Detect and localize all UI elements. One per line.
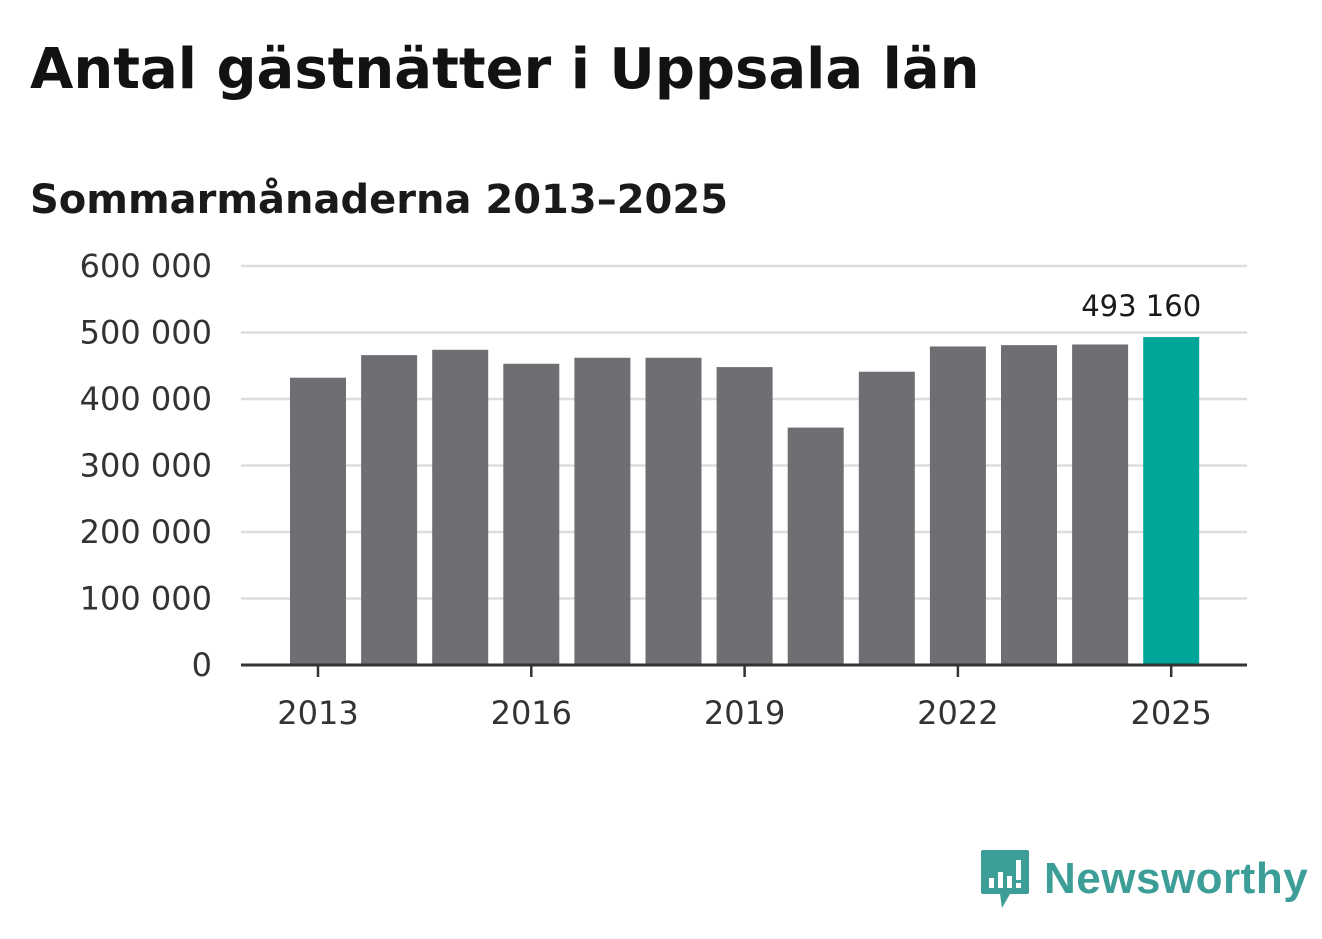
bar-2024 [1072, 344, 1129, 665]
bar-2021 [858, 371, 915, 665]
chart-title: Antal gästnätter i Uppsala län [30, 37, 980, 102]
y-tick-label: 500 000 [80, 314, 212, 352]
bar-2022 [929, 346, 986, 665]
bar-2015 [432, 349, 489, 665]
bar-2016 [503, 363, 560, 665]
bar-2020 [787, 427, 844, 665]
y-axis-ticks: 0 100 000 200 000 300 000 400 000 500 000 600 … [80, 247, 212, 684]
x-tick-label: 2025 [1130, 694, 1211, 732]
y-tick-label: 400 000 [80, 380, 212, 418]
x-tick-label: 2013 [277, 694, 358, 732]
bar-2023 [1001, 345, 1057, 665]
annotations: 493 160 [1081, 289, 1201, 323]
chart-subtitle: Sommarmånaderna 2013–2025 [30, 177, 729, 223]
y-tick-label: 300 000 [80, 447, 212, 485]
y-tick-label: 600 000 [80, 247, 212, 285]
bar-2017 [574, 357, 631, 665]
data-label: 493 160 [1081, 289, 1201, 323]
y-tick-label: 100 000 [80, 580, 212, 618]
bar-2013 [290, 377, 346, 665]
x-tick-label: 2022 [917, 694, 998, 732]
bar-2019 [716, 367, 773, 665]
bar-2014 [361, 355, 418, 665]
newsworthy-logo-icon [981, 850, 1029, 908]
bar-2025 [1143, 337, 1200, 665]
x-tick-label: 2019 [704, 694, 785, 732]
x-tick-label: 2016 [491, 694, 572, 732]
brand-name: Newsworthy [1044, 854, 1309, 903]
bars [290, 337, 1200, 665]
x-axis: 2013 2016 2019 2022 2025 [241, 663, 1247, 732]
y-tick-label: 0 [192, 646, 212, 684]
y-tick-label: 200 000 [80, 513, 212, 551]
brand-logo: Newsworthy [980, 848, 1308, 910]
bar-2018 [645, 357, 702, 665]
